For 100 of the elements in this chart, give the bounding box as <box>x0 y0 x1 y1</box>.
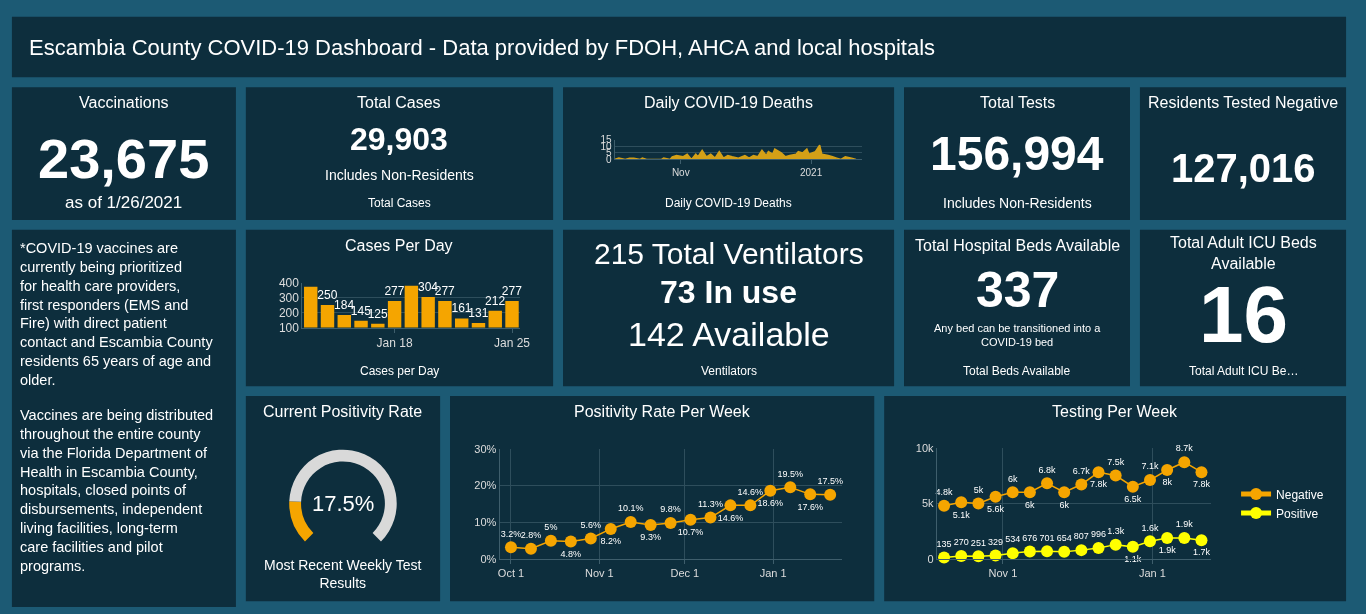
text: Total Adult ICU Beds Available <box>1170 234 1317 272</box>
data-label: 6k <box>1059 499 1070 510</box>
point <box>1041 545 1054 558</box>
text: Cases per Day <box>360 364 440 378</box>
point <box>1058 545 1071 558</box>
x-tick-label: Nov 1 <box>584 567 614 580</box>
text: Total Cases <box>357 94 441 111</box>
point <box>644 518 657 531</box>
point <box>604 522 617 535</box>
x-tick-label: Jan 1 <box>1138 567 1166 580</box>
data-label: 1.9k <box>1175 519 1194 530</box>
data-label: 5.6k <box>987 503 1005 514</box>
x-tick-label: Jan 1 <box>759 567 787 580</box>
point <box>1058 486 1071 499</box>
point <box>724 499 737 512</box>
point <box>1161 531 1174 544</box>
text: as of 1/26/2021 <box>65 193 183 212</box>
text: *COVID-19 vaccines are currently being prioritized for health care providers, first responders (EMS and Fire) with direct patient contact and Escambia County residents 65 years of age and older. <box>20 240 214 388</box>
data-label: 277 <box>384 284 405 298</box>
point <box>989 490 1002 503</box>
data-label: 251 <box>970 537 986 548</box>
chart-title: Positivity Rate Per Week <box>574 403 751 420</box>
data-label: 6.8k <box>1038 464 1057 475</box>
y-tick-label: 100 <box>278 320 300 335</box>
legend-label: Positive <box>1276 506 1319 521</box>
data-label: 7.1k <box>1141 461 1159 472</box>
point <box>684 513 697 526</box>
y-tick-label: 10k <box>915 441 934 454</box>
data-label: 4.8% <box>560 548 582 559</box>
y-tick-label: 5k <box>921 497 935 510</box>
text: Vaccines are being distributed throughout the entire county via the Florida Department of Health in Escambia County, hospitals, closed points of disbursements, independent living facilities, long-term care facilities and pilot programs. <box>20 407 214 574</box>
data-label: 11.3% <box>698 498 723 509</box>
data-label: 6k <box>1007 473 1018 484</box>
text: Vaccinations <box>79 94 169 111</box>
point <box>1126 540 1139 553</box>
point <box>1023 486 1036 499</box>
point <box>704 511 717 524</box>
data-label: 701 <box>1039 532 1055 543</box>
data-label: 9.8% <box>660 504 681 515</box>
data-label: 5.1k <box>952 509 971 520</box>
chart-title: Daily COVID-19 Deaths <box>644 94 813 111</box>
y-tick-label: 10% <box>474 516 497 529</box>
point <box>1041 477 1054 490</box>
text: 73 In use <box>660 274 797 310</box>
data-label: 1.7k <box>1192 547 1211 558</box>
text: 215 Total Ventilators <box>594 237 864 270</box>
legend-label: Negative <box>1276 487 1324 502</box>
text: Includes Non-Residents <box>325 167 474 183</box>
point <box>1144 474 1156 487</box>
y-tick-label: 20% <box>474 479 497 492</box>
point <box>1023 545 1036 558</box>
point <box>764 484 777 497</box>
data-label: 3.2% <box>500 528 522 539</box>
text: Total Hospital Beds Available <box>915 237 1121 254</box>
point <box>1144 535 1156 548</box>
data-label: 5k <box>973 484 984 495</box>
data-label: 1.6k <box>1141 522 1159 533</box>
point <box>564 535 577 548</box>
text: Residents Tested Negative <box>1148 94 1339 111</box>
data-label: 10.7% <box>677 526 704 537</box>
data-label: 6k <box>1025 499 1036 510</box>
data-label: 654 <box>1056 533 1072 544</box>
point <box>1075 478 1088 491</box>
point <box>1178 531 1191 544</box>
point <box>664 517 677 530</box>
point <box>1109 538 1122 551</box>
data-label: 996 <box>1091 529 1107 540</box>
text: Any bed can be transitioned into a COVID-19 bed <box>934 322 1102 349</box>
point <box>624 515 637 528</box>
chart-title: Current Positivity Rate <box>263 403 423 420</box>
point <box>1161 464 1174 476</box>
point <box>1109 469 1122 482</box>
x-tick-label: Oct 1 <box>497 567 525 580</box>
data-label: 9.3% <box>640 532 661 543</box>
text: Total Beds Available <box>963 364 1071 378</box>
text: Total Cases <box>368 196 431 210</box>
data-label: 534 <box>1005 534 1021 545</box>
point <box>824 488 837 501</box>
data-label: 6.5k <box>1124 493 1142 504</box>
point <box>1006 486 1019 499</box>
point <box>1195 534 1208 547</box>
x-tick-label: 2021 <box>799 167 823 179</box>
data-label: 277 <box>501 284 523 298</box>
data-label: 8.7k <box>1175 443 1194 454</box>
data-label: 7.5k <box>1107 456 1125 467</box>
data-label: 5% <box>544 521 558 532</box>
data-label: 270 <box>953 537 969 548</box>
point <box>1092 466 1105 479</box>
data-label: 8.2% <box>600 536 621 547</box>
text: 127,016 <box>1171 146 1316 190</box>
point <box>584 532 597 545</box>
y-tick-label: 400 <box>278 275 300 290</box>
data-label: 329 <box>988 536 1004 547</box>
data-label: 807 <box>1073 531 1089 542</box>
point <box>955 550 968 563</box>
data-label: 6.7k <box>1072 465 1091 476</box>
data-label: 17.5% <box>817 475 843 486</box>
data-label: 14.6% <box>717 512 744 523</box>
data-label: 7.8k <box>1192 479 1211 490</box>
point <box>804 488 817 501</box>
